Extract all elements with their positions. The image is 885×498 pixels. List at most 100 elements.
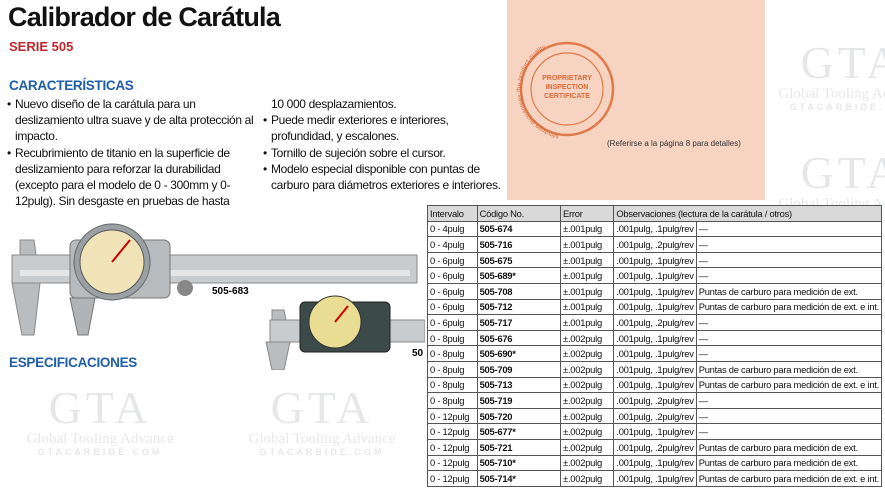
feature-continuation: 10 000 desplazamientos. [271, 97, 397, 111]
table-cell: ±.001pulg [560, 251, 615, 269]
certificate: Mitutoyo guarantees the product quality … [516, 41, 741, 148]
table-cell: .001pulg, .1pulg/rev [613, 360, 697, 378]
table-cell: 0 - 6pulg [427, 251, 478, 269]
table-cell: ±.001pulg [560, 236, 615, 253]
table-cell: 505-713 [476, 376, 562, 394]
table-cell: ±.002pulg [560, 454, 615, 472]
table-cell: — [695, 267, 883, 284]
table-cell: ±.001pulg [560, 282, 615, 300]
table-cell: 0 - 8pulg [427, 392, 478, 409]
table-cell: .001pulg, .1pulg/rev [613, 470, 697, 487]
features-heading: CARACTERÍSTICAS [9, 78, 134, 93]
table-cell: 0 - 6pulg [427, 298, 478, 316]
table-cell: 0 - 8pulg [427, 329, 478, 347]
table-cell: Puntas de carburo para medición de ext. [695, 454, 883, 472]
table-cell: ±.001pulg [560, 267, 615, 284]
table-cell: .001pulg, .1pulg/rev [613, 345, 697, 362]
table-cell: 0 - 6pulg [427, 314, 478, 331]
table-cell: 0 - 8pulg [427, 360, 478, 378]
table-row: 0 - 12pulg 505-710* ±.002pulg .001pulg, .1p… [427, 454, 883, 472]
table-row: 0 - 12pulg 505-714* ±.002pulg .001pulg, .1p… [427, 470, 883, 487]
image-label: 50 [412, 348, 424, 359]
table-cell: .001pulg, .2pulg/rev [613, 236, 697, 253]
table-row: 0 - 8pulg 505-676 ±.002pulg .001pulg, .1pul… [427, 329, 883, 347]
watermark-logo: GTA [800, 147, 885, 198]
feature-item: Recubrimiento de titanio en la superfici… [7, 145, 257, 210]
table-cell: .001pulg, .1pulg/rev [613, 329, 697, 347]
table-header-cell: Observaciones (lectura de la carátula / … [613, 205, 882, 222]
table-row: 0 - 4pulg 505-716 ±.001pulg .001pulg, .2pul… [427, 236, 883, 253]
table-cell: 0 - 12pulg [427, 470, 478, 487]
table-cell: .001pulg, .1pulg/rev [613, 423, 697, 440]
table-cell: 505-689* [476, 267, 562, 284]
table-cell: 0 - 6pulg [427, 267, 478, 284]
table-cell: 505-708 [476, 282, 562, 300]
caliper-1 [11, 223, 418, 336]
feature-item: Puede medir exteriores e interiores, pro… [263, 112, 503, 144]
watermark-name: Global Tooling Advance [248, 431, 396, 447]
table-row: 0 - 6pulg 505-712 ±.001pulg .001pulg, .1pul… [427, 298, 883, 316]
table-cell: 0 - 12pulg [427, 454, 478, 472]
watermark-logo: GTA [48, 382, 152, 433]
table-row: 0 - 8pulg 505-709 ±.002pulg .001pulg, .1pul… [427, 360, 883, 378]
table-cell: — [695, 220, 883, 238]
table-cell: 0 - 12pulg [427, 423, 478, 440]
table-row: 0 - 8pulg 505-713 ±.002pulg .001pulg, .1pul… [427, 376, 883, 394]
table-row: 0 - 12pulg 505-677* ±.002pulg .001pulg, .1p… [427, 423, 883, 440]
table-cell: .001pulg, .1pulg/rev [613, 282, 697, 300]
spec-table: Intervalo Código No. Error Observaciones (l… [427, 205, 883, 487]
table-cell: — [695, 407, 883, 425]
watermark-name: Global Tooling Advance [26, 431, 174, 447]
table-row: 0 - 6pulg 505-717 ±.001pulg .001pulg, .2pul… [427, 314, 883, 331]
table-header-cell: Error [560, 205, 615, 222]
table-cell: .001pulg, .1pulg/rev [613, 298, 697, 316]
watermark-logo: GTA [800, 37, 885, 88]
table-row: 0 - 12pulg 505-721 ±.002pulg .001pulg, .2pu… [427, 438, 883, 456]
table-cell: Puntas de carburo para medición de ext. … [695, 298, 883, 316]
table-cell: — [695, 314, 883, 331]
table-cell: 505-690* [476, 345, 562, 362]
table-cell: 0 - 6pulg [427, 282, 478, 300]
table-cell: 0 - 4pulg [427, 220, 478, 238]
table-cell: 0 - 12pulg [427, 438, 478, 456]
table-cell: ±.002pulg [560, 423, 615, 440]
table-cell: .001pulg, .2pulg/rev [613, 407, 697, 425]
table-cell: Puntas de carburo para medición de ext. [695, 438, 883, 456]
table-cell: — [695, 392, 883, 409]
table-cell: ±.002pulg [560, 392, 615, 409]
table-row: 0 - 4pulg 505-674 ±.001pulg .001pulg, .1pul… [427, 220, 883, 238]
certificate-line: PROPRIETARY [542, 75, 592, 82]
table-cell: ±.002pulg [560, 345, 615, 362]
table-cell: 0 - 4pulg [427, 236, 478, 253]
table-cell: ±.001pulg [560, 220, 615, 238]
certificate-line: CERTIFICATE [544, 93, 590, 100]
table-cell: — [695, 423, 883, 440]
table-cell: ±.001pulg [560, 298, 615, 316]
table-cell: ±.002pulg [560, 329, 615, 347]
table-cell: 0 - 8pulg [427, 345, 478, 362]
table-cell: — [695, 251, 883, 269]
table-cell: ±.002pulg [560, 360, 615, 378]
table-row: 0 - 6pulg 505-689* ±.001pulg .001pulg, .1pu… [427, 267, 883, 284]
table-row: 0 - 8pulg 505-719 ±.002pulg .001pulg, .2pul… [427, 392, 883, 409]
table-cell: 505-712 [476, 298, 562, 316]
table-cell: ±.001pulg [560, 314, 615, 331]
watermark-site: GTACARBIDE.COM [37, 447, 163, 457]
table-cell: Puntas de carburo para medición de ext. [695, 360, 883, 378]
table-cell: ±.002pulg [560, 376, 615, 394]
table-cell: — [695, 345, 883, 362]
table-header-cell: Código No. [476, 205, 562, 222]
table-cell: 505-709 [476, 360, 562, 378]
table-cell: Puntas de carburo para medición de ext. [695, 282, 883, 300]
feature-item: Nuevo diseño de la carátula para un desl… [7, 96, 257, 145]
table-cell: 0 - 8pulg [427, 376, 478, 394]
table-cell: ±.002pulg [560, 438, 615, 456]
table-cell: 505-710* [476, 454, 562, 472]
certificate-ring: Mitutoyo guarantees the product quality [516, 43, 559, 139]
table-cell: — [695, 236, 883, 253]
caliper-images: 505-683 50 [11, 223, 425, 370]
table-cell: .001pulg, .1pulg/rev [613, 220, 697, 238]
